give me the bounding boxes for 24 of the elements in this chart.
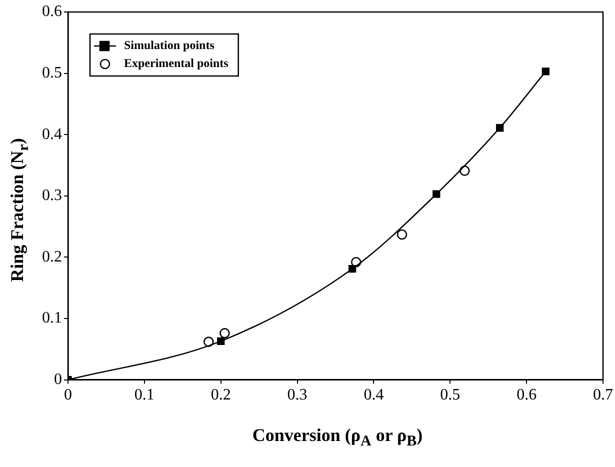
x-tick-label: 0.6 (516, 386, 537, 404)
x-tick-label: 0.3 (287, 386, 308, 404)
x-tick-label: 0.1 (134, 386, 154, 404)
x-tick-label: 0.2 (210, 386, 231, 404)
legend-label: Simulation points (124, 38, 215, 52)
x-tick-label: 0.4 (364, 386, 384, 404)
y-tick-label: 0.2 (42, 248, 62, 266)
point (220, 328, 230, 338)
legend-label: Experimental points (124, 56, 229, 70)
y-tick-label: 0.3 (42, 187, 62, 204)
x-axis-title: Conversion (ρ$_{A}$ or ρ$_{B}$) (251, 425, 424, 451)
point (496, 124, 504, 132)
point (396, 229, 408, 240)
x-tick-label: 0.7 (593, 386, 613, 404)
y-tick-label: 0.5 (42, 64, 62, 82)
x-tick-label: 0.5 (440, 386, 460, 404)
y-tick-label: 0.4 (42, 126, 62, 143)
y-tick-label: 0.1 (42, 310, 62, 327)
point (348, 265, 356, 273)
point (542, 68, 550, 76)
y-tick-label: 0 (54, 371, 62, 388)
y-tick-label: 0.6 (42, 3, 62, 20)
point (432, 190, 440, 198)
point (217, 337, 225, 346)
